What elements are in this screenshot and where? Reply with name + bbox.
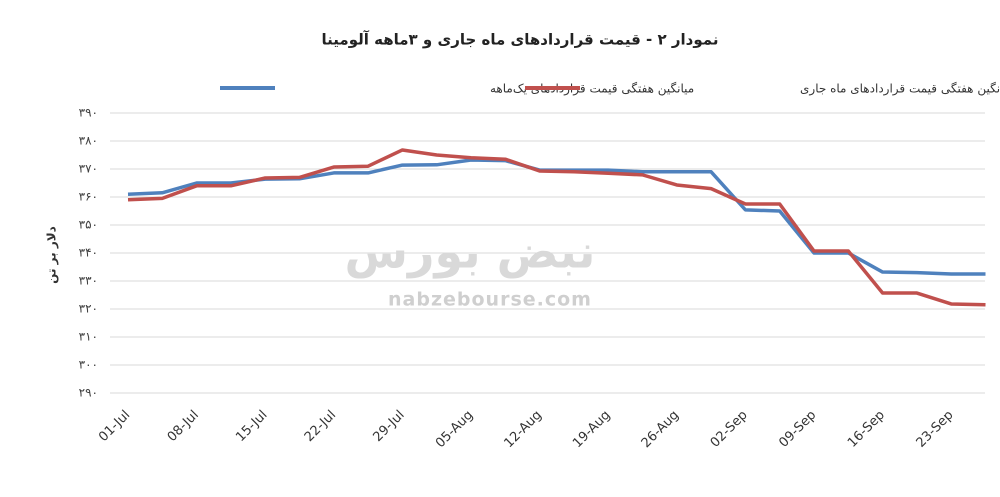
y-tick-label: ۳۴۰ xyxy=(79,246,98,260)
legend-label: میانگین هفتگی قیمت قراردادهای ماه جاری xyxy=(800,82,1000,97)
watermark: nabzebourse.com xyxy=(388,289,592,311)
series-line xyxy=(127,148,986,307)
y-tick-label: ۳۷۰ xyxy=(79,162,98,176)
watermark: نبض بورس xyxy=(345,225,596,279)
chart-title: نمودار ۲ - قیمت قراردادهای ماه جاری و ۳م… xyxy=(322,31,719,49)
y-tick-label: ۲۹۰ xyxy=(79,386,98,400)
y-tick-label: ۳۳۰ xyxy=(79,274,98,288)
y-tick-label: ۳۸۰ xyxy=(79,134,98,148)
y-tick-label: ۳۰۰ xyxy=(79,358,98,372)
y-tick-label: ۳۹۰ xyxy=(79,106,98,120)
y-tick-label: ۳۶۰ xyxy=(79,190,98,204)
y-tick-label: ۳۲۰ xyxy=(79,302,98,316)
y-tick-label: ۳۵۰ xyxy=(79,218,98,232)
y-axis-title: دلار بر تن xyxy=(45,226,59,284)
legend-label: میانگین هفتگی قیمت قراردادهای یک‌ماهه xyxy=(490,82,694,97)
y-tick-label: ۳۱۰ xyxy=(79,330,98,344)
